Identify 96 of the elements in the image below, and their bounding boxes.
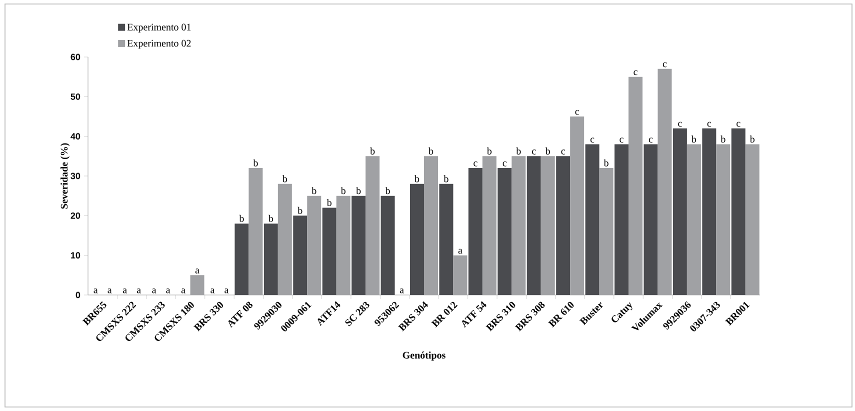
data-label: c bbox=[648, 138, 653, 143]
y-tick-label: 60 bbox=[70, 54, 80, 60]
bar bbox=[570, 116, 584, 295]
x-tick-label: BR 610 bbox=[548, 302, 574, 328]
legend-label: Experimento 01 bbox=[127, 24, 191, 33]
data-label: b bbox=[545, 147, 550, 154]
y-tick-label: 0 bbox=[76, 292, 80, 298]
bar bbox=[264, 224, 278, 295]
data-label: c bbox=[474, 162, 478, 166]
bar bbox=[380, 196, 395, 295]
data-label: a bbox=[195, 268, 200, 274]
data-label: a bbox=[152, 288, 156, 294]
data-label: b bbox=[326, 198, 332, 206]
data-label: c bbox=[662, 62, 667, 68]
bar bbox=[658, 68, 672, 295]
bar bbox=[468, 168, 482, 295]
data-label: c bbox=[620, 138, 624, 143]
data-label: a bbox=[181, 288, 186, 294]
bar bbox=[336, 196, 350, 295]
bar bbox=[453, 255, 468, 295]
data-label: a bbox=[108, 288, 112, 294]
bar bbox=[293, 216, 308, 295]
bar bbox=[278, 184, 292, 295]
data-label: b bbox=[414, 175, 420, 182]
y-tick-label: 30 bbox=[70, 172, 80, 180]
data-label: b bbox=[444, 175, 448, 182]
data-label: b bbox=[750, 136, 755, 143]
bar bbox=[556, 156, 570, 295]
bar bbox=[322, 208, 336, 295]
y-tick-label: 20 bbox=[70, 212, 80, 219]
data-label: a bbox=[458, 248, 462, 254]
bar bbox=[614, 144, 629, 295]
data-label: b bbox=[340, 187, 346, 194]
data-label: b bbox=[239, 214, 244, 222]
bar bbox=[599, 168, 614, 295]
data-label: a bbox=[400, 288, 404, 294]
data-label: b bbox=[356, 187, 361, 194]
y-tick-label: 50 bbox=[70, 93, 80, 100]
legend-label: Experimento 02 bbox=[127, 40, 191, 49]
x-tick-label: BR 012 bbox=[431, 302, 458, 328]
data-label: a bbox=[94, 288, 98, 294]
data-label: c bbox=[736, 122, 740, 127]
bar bbox=[307, 196, 322, 295]
data-label: a bbox=[166, 288, 170, 294]
data-label: c bbox=[561, 150, 566, 154]
y-tick-label: 40 bbox=[70, 133, 80, 140]
data-label: a bbox=[122, 288, 127, 294]
data-label: b bbox=[385, 187, 390, 194]
data-label: a bbox=[210, 288, 215, 294]
bar bbox=[745, 144, 760, 295]
data-label: a bbox=[136, 288, 141, 294]
data-label: c bbox=[634, 70, 638, 76]
data-label: b bbox=[720, 136, 726, 143]
data-label: c bbox=[590, 138, 594, 143]
bar bbox=[439, 184, 454, 295]
data-label: b bbox=[268, 214, 274, 222]
bar bbox=[234, 224, 249, 295]
bar bbox=[585, 144, 600, 295]
data-label: b bbox=[691, 136, 696, 143]
bar bbox=[540, 156, 555, 295]
data-label: b bbox=[604, 159, 608, 166]
bar bbox=[366, 156, 380, 295]
bar bbox=[424, 156, 438, 295]
bar bbox=[248, 168, 263, 295]
x-axis-title: Genótipos bbox=[402, 352, 446, 361]
data-label: c bbox=[707, 122, 712, 127]
data-label: b bbox=[312, 187, 316, 194]
bar bbox=[482, 156, 496, 295]
data-label: c bbox=[575, 110, 580, 115]
bar bbox=[686, 144, 701, 295]
y-tick-label: 10 bbox=[71, 252, 80, 259]
data-label: a bbox=[224, 288, 229, 294]
data-label: b bbox=[516, 147, 521, 154]
bar bbox=[526, 156, 541, 295]
bar bbox=[644, 144, 658, 295]
data-label: b bbox=[282, 175, 288, 182]
y-axis-title: Severidade (%) bbox=[60, 143, 70, 209]
data-label: c bbox=[532, 150, 536, 154]
data-label: b bbox=[370, 147, 375, 154]
data-label: c bbox=[678, 122, 682, 127]
data-label: b bbox=[486, 147, 492, 154]
data-label: b bbox=[298, 206, 302, 214]
bar bbox=[512, 156, 526, 295]
data-label: b bbox=[253, 159, 258, 166]
bar bbox=[628, 76, 643, 295]
data-label: c bbox=[502, 162, 507, 166]
bar bbox=[190, 275, 204, 295]
bar bbox=[672, 128, 687, 295]
bar bbox=[702, 128, 716, 295]
bar bbox=[352, 196, 366, 295]
x-tick-label: SC 283 bbox=[345, 302, 370, 326]
bar bbox=[716, 144, 730, 295]
bar bbox=[731, 128, 746, 295]
bar bbox=[498, 168, 512, 295]
data-label: b bbox=[428, 147, 434, 154]
bar bbox=[410, 184, 424, 295]
